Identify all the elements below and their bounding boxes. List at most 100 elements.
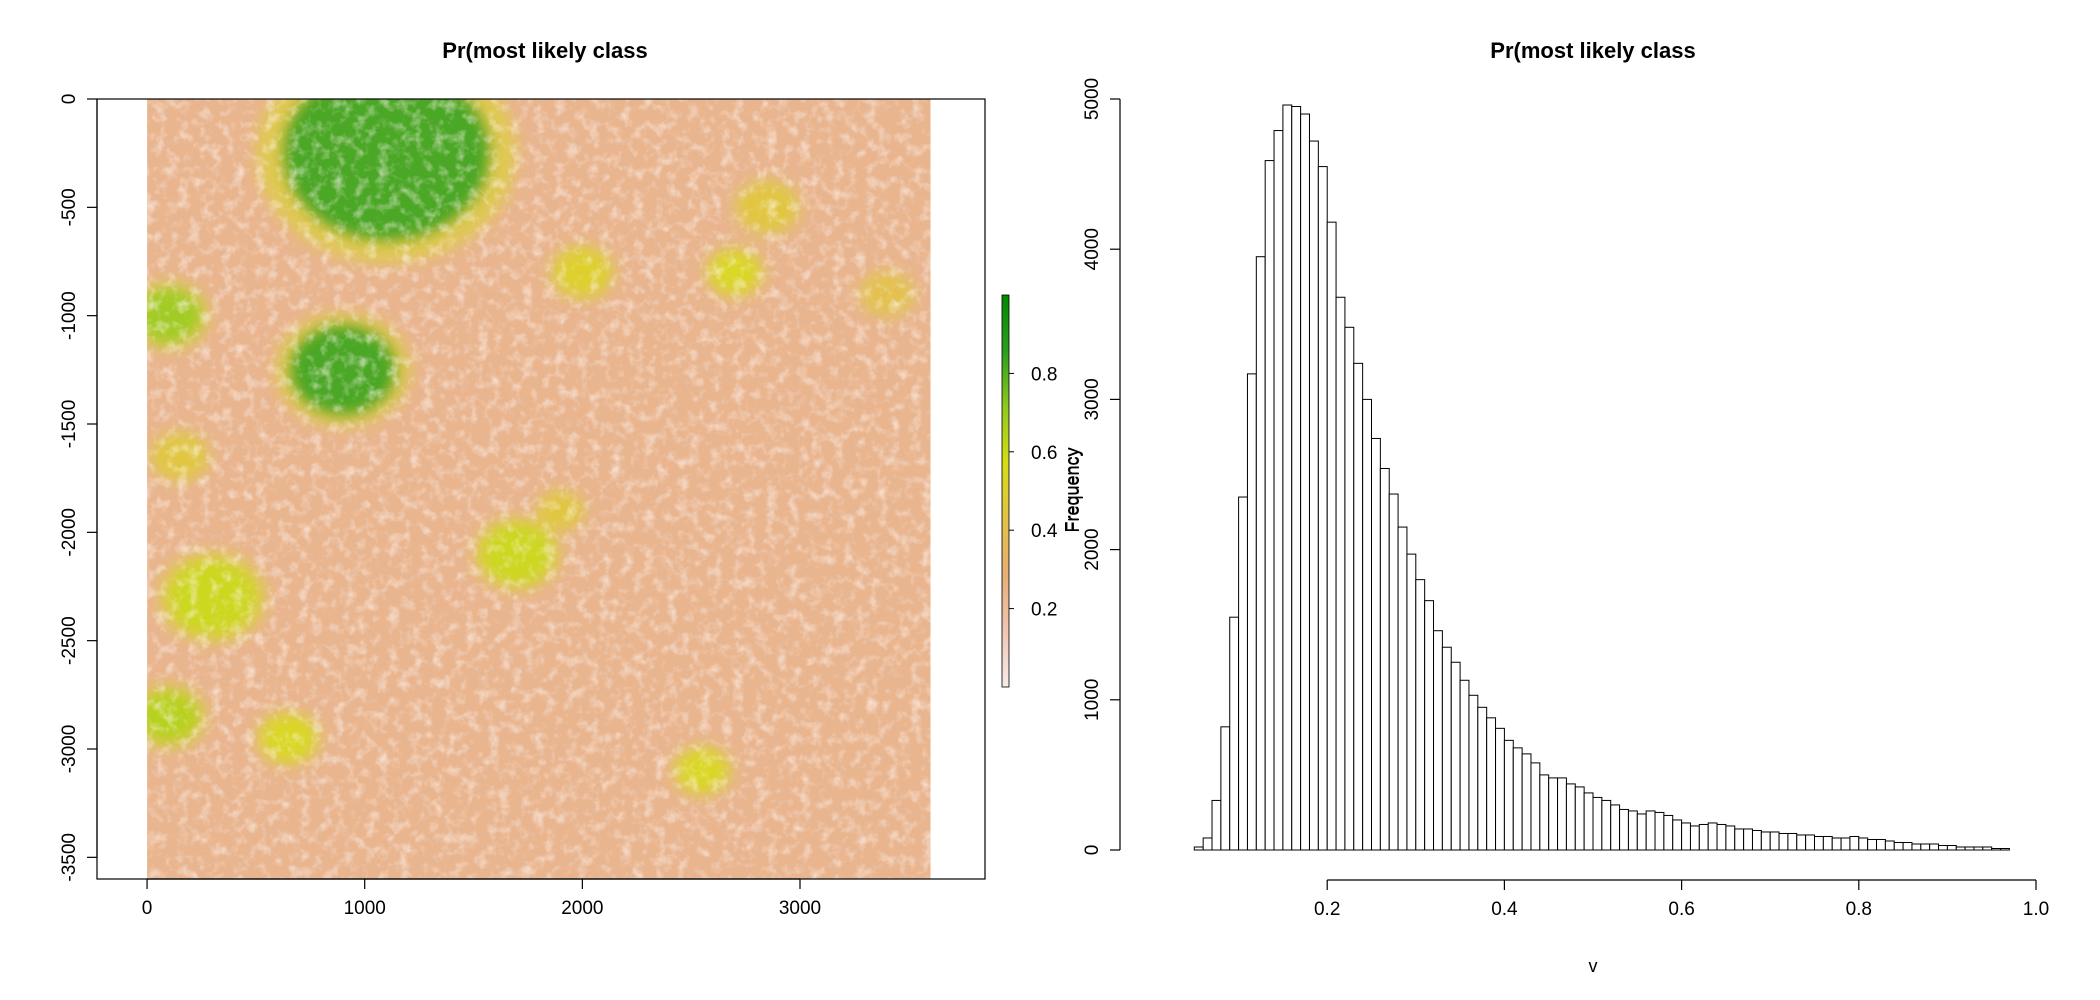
histogram-bar	[1211, 799, 1222, 851]
histogram-x-axis: 0.2 0.4 0.6 0.8 1.0	[1314, 879, 2049, 920]
histogram-bar	[1291, 106, 1302, 851]
histogram-x-tick-label: 0.8	[1846, 899, 1872, 920]
histogram-bar	[1920, 843, 1931, 851]
histogram-bar	[1601, 799, 1612, 851]
histogram-bar	[1840, 837, 1851, 851]
legend-tick-label: 0.8	[1031, 364, 1057, 385]
histogram-bar	[1698, 823, 1709, 851]
histogram-bar	[1326, 221, 1337, 851]
histogram-bar	[2000, 847, 2010, 851]
map-y-tick-label: -500	[59, 188, 80, 226]
histogram-bar	[1220, 726, 1231, 851]
histogram-bar	[1548, 777, 1559, 851]
histogram-bar	[1636, 813, 1647, 851]
histogram-bar	[1441, 646, 1452, 851]
histogram-bar	[1317, 166, 1328, 851]
histogram-bar	[1495, 727, 1505, 851]
map-legend: 0.2 0.4 0.6 0.8 Frequency	[1001, 294, 1083, 688]
map-y-tick-label: -2500	[59, 616, 80, 665]
histogram-bar	[1884, 840, 1895, 851]
legend-color-bar	[1001, 294, 1010, 688]
histogram-bar	[1982, 846, 1993, 851]
histogram-bar	[1264, 160, 1275, 851]
histogram-bar	[1814, 835, 1824, 851]
histogram-bar	[1397, 526, 1408, 851]
histogram-bar	[1610, 804, 1621, 851]
histogram-x-tick-label: 0.6	[1668, 899, 1694, 920]
histogram-y-tick-label: 5000	[1082, 78, 1103, 120]
histogram-bar	[1415, 579, 1426, 851]
histogram-panel: Pr(most likely class 0.2 0.4 0.6 0.8 1.0 0 10…	[1062, 38, 2049, 976]
histogram-bar	[1876, 838, 1886, 851]
histogram-bar	[1929, 843, 1940, 851]
map-x-tick-label: 1000	[344, 898, 386, 919]
map-y-tick-label: -3500	[59, 833, 80, 882]
histogram-bar	[1468, 694, 1479, 851]
histogram-bar	[1619, 808, 1629, 851]
histogram-bar	[1716, 823, 1727, 851]
histogram-bar	[1530, 762, 1541, 851]
histogram-bar	[1893, 841, 1904, 851]
histogram-x-tick-label: 0.4	[1491, 899, 1518, 920]
histogram-bar	[1282, 104, 1293, 851]
histogram-y-tick-label: 4000	[1082, 228, 1103, 270]
histogram-bar	[1583, 792, 1594, 851]
histogram-y-tick-label: 0	[1082, 845, 1103, 856]
histogram-x-tick-label: 1.0	[2023, 899, 2049, 920]
histogram-bar	[1822, 835, 1833, 851]
histogram-bar	[1734, 828, 1745, 851]
histogram-bar	[1973, 846, 1984, 851]
histogram-bar	[1503, 739, 1514, 851]
histogram-bar	[1689, 825, 1700, 851]
map-y-axis: 0 -500 -1000 -1500 -2000 -2500 -3000 -3500	[59, 94, 98, 882]
histogram-y-tick-label: 3000	[1082, 378, 1103, 420]
legend-ticks: 0.2 0.4 0.6 0.8	[1009, 364, 1058, 621]
histogram-bar	[1725, 825, 1736, 851]
histogram-bar	[1964, 846, 1975, 851]
map-panel: Pr(most likely class 0 1000 2000 3000 0 -500…	[59, 38, 1083, 919]
histogram-bar	[1592, 796, 1603, 851]
histogram-bar	[1955, 846, 1966, 851]
histogram-bar	[1681, 822, 1691, 851]
histogram-bar	[1379, 467, 1390, 851]
histogram-bar	[1202, 837, 1213, 851]
legend-label: Frequency	[1063, 447, 1083, 532]
legend-tick-label: 0.4	[1031, 521, 1058, 542]
histogram-bar	[1751, 829, 1762, 851]
histogram-bar	[1778, 832, 1789, 851]
histogram-y-tick-label: 1000	[1082, 679, 1103, 721]
map-x-tick-label: 2000	[561, 898, 603, 919]
histogram-bar	[1539, 774, 1550, 851]
histogram-bar	[1938, 844, 1948, 851]
histogram-bar	[1627, 810, 1638, 851]
legend-tick-label: 0.6	[1031, 443, 1057, 464]
histogram-bar	[1902, 841, 1913, 851]
histogram-bar	[1557, 777, 1567, 851]
map-title: Pr(most likely class	[442, 38, 647, 63]
histogram-bar	[1273, 130, 1284, 851]
map-texture	[147, 99, 931, 879]
histogram-bar	[1308, 140, 1319, 851]
histogram-bar	[1672, 819, 1683, 851]
legend-tick-label: 0.2	[1031, 600, 1057, 621]
map-x-axis: 0 1000 2000 3000	[142, 878, 821, 919]
histogram-bar	[1193, 846, 1204, 851]
histogram-bar	[1565, 783, 1576, 851]
histogram-bar	[1238, 496, 1248, 851]
histogram-bar	[1760, 831, 1771, 851]
histogram-bar	[1459, 679, 1470, 851]
histogram-bar	[1477, 706, 1488, 851]
histogram-bar	[1645, 810, 1656, 851]
histogram-bar	[1946, 844, 1957, 851]
histogram-bars	[1193, 104, 2010, 851]
histogram-bar	[1858, 837, 1869, 851]
histogram-bar	[1654, 811, 1665, 851]
histogram-x-label: v	[1589, 956, 1598, 976]
histogram-bar	[1433, 630, 1443, 851]
histogram-bar	[1246, 373, 1257, 851]
histogram-y-label: Frequency	[1062, 447, 1082, 532]
map-y-tick-label: -1500	[59, 400, 80, 449]
histogram-bar	[1574, 786, 1585, 851]
histogram-bar	[1911, 843, 1922, 851]
